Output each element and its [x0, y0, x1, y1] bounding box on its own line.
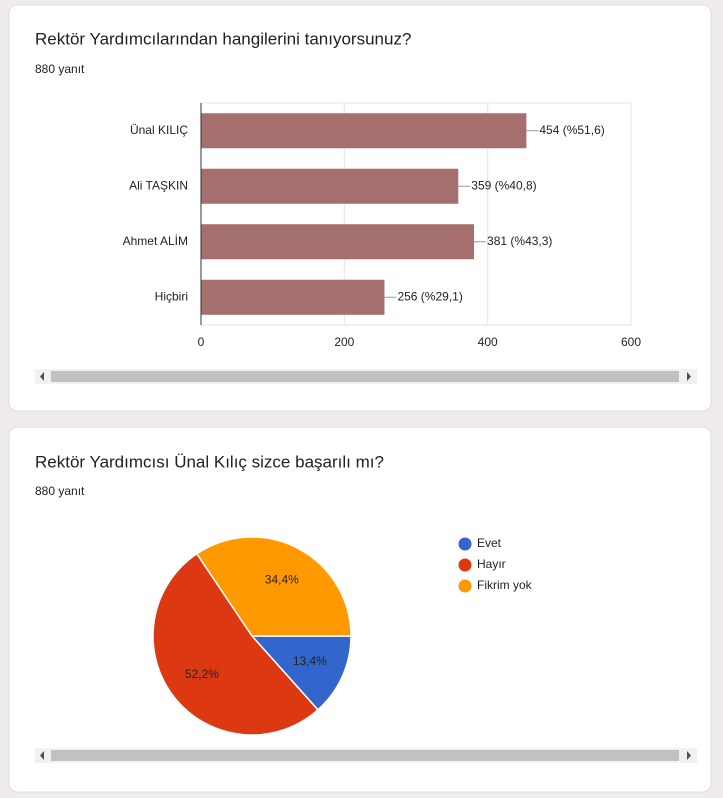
pie-slice: [152, 552, 319, 736]
legend-label: Fikrim yok: [477, 578, 533, 592]
x-tick-label: 200: [334, 335, 354, 349]
value-label: 256 (%29,1): [397, 289, 462, 303]
slice-label: 52,2%: [185, 667, 219, 681]
x-tick-label: 600: [621, 335, 641, 349]
chart-title: Rektör Yardımcısı Ünal Kılıç sizce başar…: [35, 452, 384, 471]
slice-label: 34,4%: [265, 572, 299, 586]
bar: [201, 279, 385, 315]
legend-swatch: [458, 558, 472, 572]
y-tick-label: Ünal KILIÇ: [130, 123, 188, 137]
x-tick-label: 400: [478, 335, 498, 349]
bar: [201, 224, 475, 260]
y-tick-label: Ahmet ALİM: [123, 234, 188, 248]
legend-label: Hayır: [477, 557, 506, 571]
pie-slice: [250, 635, 352, 711]
scrollbar[interactable]: [35, 369, 697, 384]
value-label: 454 (%51,6): [539, 123, 604, 137]
legend-swatch: [458, 537, 472, 551]
chart-title: Rektör Yardımcılarından hangilerini tanı…: [35, 29, 411, 48]
response-count: 880 yanıt: [35, 484, 85, 498]
slice-label: 13,4%: [293, 654, 327, 668]
pie-slice: [195, 536, 352, 637]
card: [8, 426, 712, 793]
y-tick-label: Hiçbiri: [155, 289, 188, 303]
bar: [201, 168, 459, 204]
scrollbar[interactable]: [35, 748, 697, 763]
x-tick-label: 0: [198, 335, 205, 349]
bar: [201, 113, 527, 149]
y-tick-label: Ali TAŞKIN: [129, 178, 188, 192]
value-label: 381 (%43,3): [487, 234, 552, 248]
response-count: 880 yanıt: [35, 62, 85, 76]
legend-swatch: [458, 579, 472, 593]
value-label: 359 (%40,8): [471, 178, 536, 192]
legend-label: Evet: [477, 536, 502, 550]
card: [8, 4, 712, 412]
